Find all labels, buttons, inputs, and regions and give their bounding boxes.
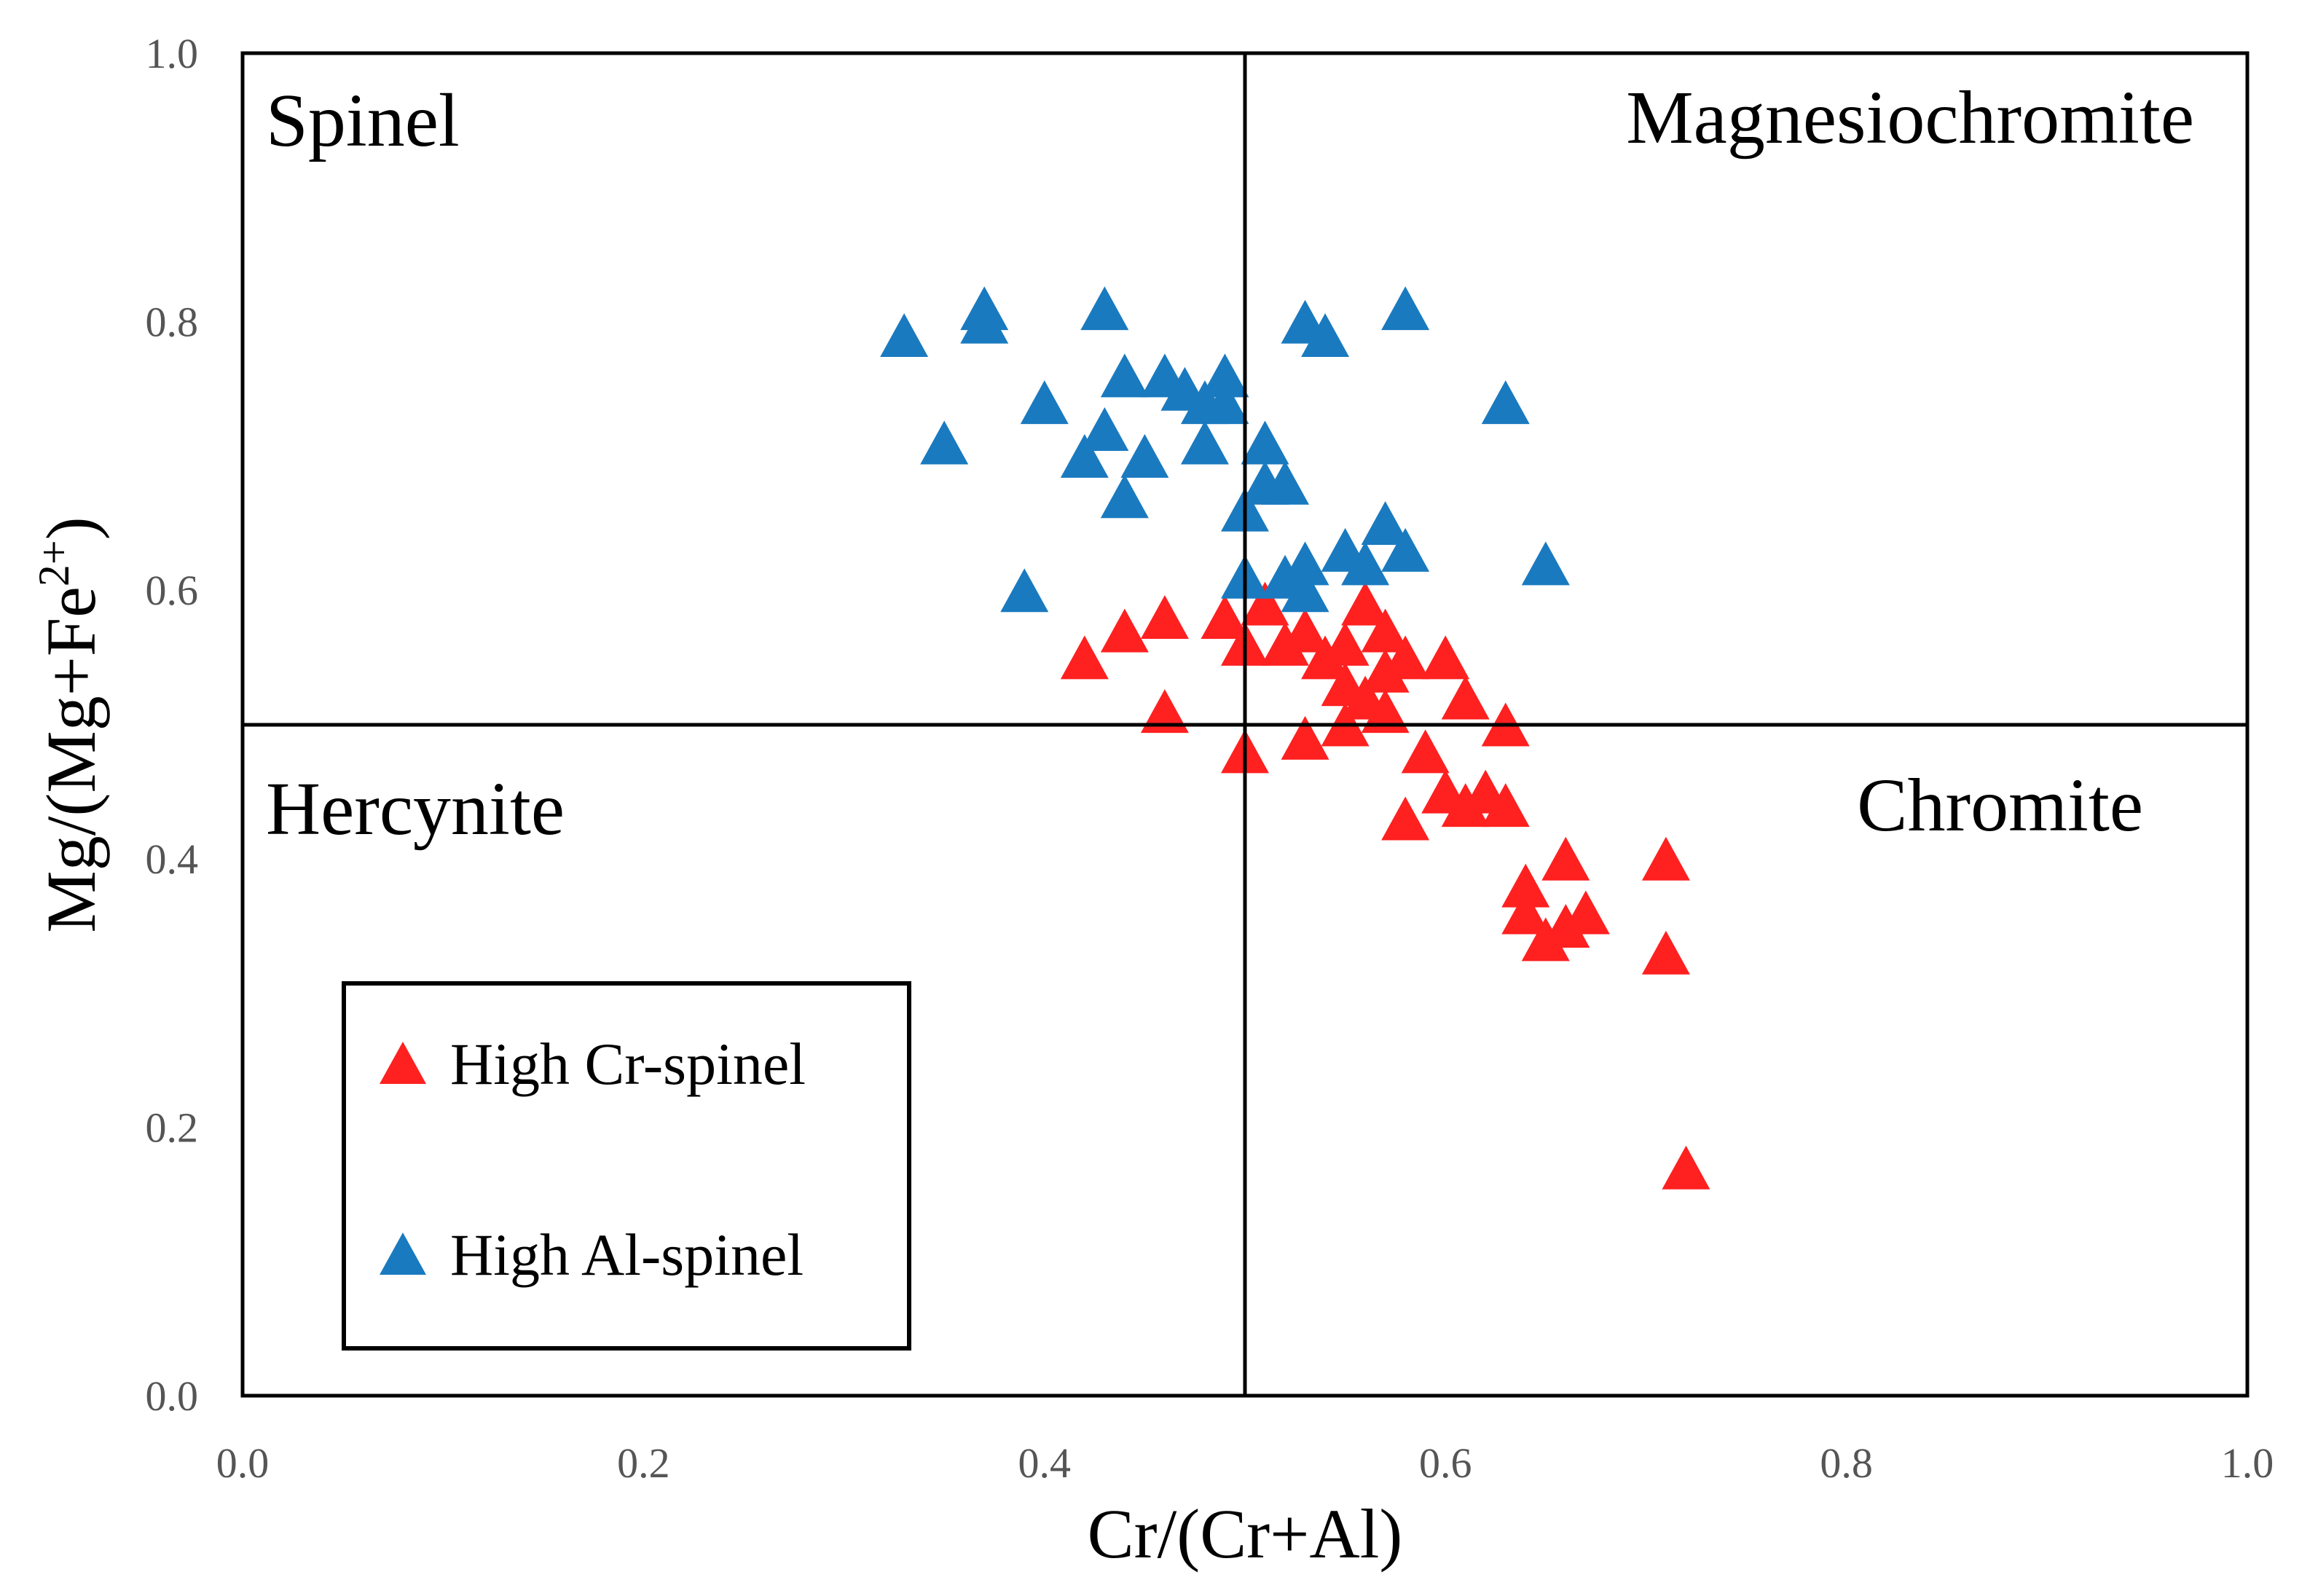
high-cr-spinel-point: [1060, 635, 1109, 680]
x-tick-label: 0.8: [1820, 1439, 1873, 1487]
high-al-spinel-point: [1281, 541, 1329, 586]
high-cr-spinel-point: [1301, 635, 1350, 680]
high-cr-spinel-point: [1561, 890, 1610, 935]
high-cr-spinel-point: [1281, 608, 1329, 653]
high-cr-spinel-point: [1541, 836, 1590, 881]
x-axis-ticks: 0.0 0.2 0.4 0.6 0.8 1.0: [216, 1439, 2274, 1487]
high-cr-spinel-point: [1341, 581, 1390, 626]
high-cr-spinel-point: [1281, 715, 1329, 760]
high-al-spinel-point: [1100, 474, 1149, 519]
high-al-spinel-point: [1060, 433, 1109, 478]
high-al-spinel-point: [1000, 568, 1049, 613]
high-al-spinel-point: [1381, 527, 1430, 572]
high-cr-spinel-point: [1421, 635, 1470, 680]
high-al-spinel-point: [1481, 380, 1530, 425]
x-tick-label: 1.0: [2221, 1439, 2274, 1487]
legend-marker-high-al-spinel: [380, 1233, 426, 1275]
high-al-spinel-point: [1201, 380, 1249, 425]
region-label-hercynite: Hercynite: [266, 767, 565, 851]
y-axis-title-main: Mg/(Mg+Fe: [32, 586, 110, 933]
region-label-chromite: Chromite: [1857, 763, 2143, 847]
x-tick-label: 0.6: [1419, 1439, 1472, 1487]
high-cr-spinel-point: [1641, 836, 1690, 881]
y-axis-title-superscript: 2+: [30, 540, 78, 586]
high-cr-spinel-point: [1641, 930, 1690, 975]
y-tick-label: 0.6: [146, 567, 199, 614]
high-al-spinel-point: [1261, 460, 1310, 505]
y-axis-title: Mg/(Mg+Fe2+): [30, 516, 110, 932]
legend-label-high-al-spinel: High Al-spinel: [450, 1222, 804, 1288]
high-cr-spinel-point: [1241, 581, 1289, 626]
high-al-spinel-point: [1521, 541, 1570, 586]
y-tick-label: 0.0: [146, 1372, 199, 1420]
y-tick-label: 0.2: [146, 1104, 199, 1151]
high-cr-spinel-point: [1501, 863, 1550, 908]
high-al-spinel-point: [960, 286, 1009, 331]
high-al-spinel-point: [1341, 541, 1390, 586]
high-cr-spinel-point: [1481, 783, 1530, 828]
high-cr-spinel-point: [1662, 1145, 1710, 1190]
high-al-spinel-point: [1080, 286, 1129, 331]
high-cr-spinel-point: [1361, 608, 1410, 653]
x-tick-label: 0.4: [1018, 1439, 1072, 1487]
y-tick-label: 1.0: [146, 30, 199, 77]
high-cr-spinel-point: [1321, 621, 1370, 666]
y-axis-title-close: ): [32, 516, 110, 540]
x-axis-title: Cr/(Cr+Al): [1088, 1495, 1403, 1573]
high-cr-spinel-point: [1361, 689, 1410, 734]
high-al-spinel-point: [1281, 568, 1329, 613]
high-al-spinel-point: [920, 420, 969, 465]
high-cr-spinel-point: [1261, 621, 1310, 666]
high-al-spinel-point: [1301, 313, 1350, 358]
high-cr-spinel-point: [1100, 608, 1149, 653]
high-al-spinel-point: [1100, 353, 1149, 398]
high-cr-spinel-point: [1381, 796, 1430, 841]
high-al-spinel-point: [1361, 501, 1410, 546]
high-cr-spinel-point: [1140, 689, 1189, 734]
y-tick-label: 0.8: [146, 299, 199, 346]
high-al-spinel-point: [1120, 433, 1169, 478]
x-tick-label: 0.2: [617, 1439, 670, 1487]
high-cr-spinel-point: [1140, 595, 1189, 640]
y-tick-label: 0.4: [146, 836, 199, 883]
region-label-spinel: Spinel: [266, 79, 460, 162]
high-cr-spinel-point: [1381, 635, 1430, 680]
high-cr-spinel-point: [1201, 595, 1249, 640]
high-al-spinel-point: [1180, 420, 1229, 465]
high-cr-spinel-point: [1401, 729, 1450, 774]
high-al-spinel-point: [1201, 353, 1249, 398]
region-label-magnesiochromite: Magnesiochromite: [1626, 76, 2194, 160]
high-al-spinel-point: [1020, 380, 1069, 425]
x-tick-label: 0.0: [216, 1439, 270, 1487]
high-al-spinel-point: [1381, 286, 1430, 331]
legend-box: [342, 981, 911, 1351]
high-cr-spinel-point: [1441, 783, 1490, 828]
high-cr-spinel-point: [1361, 648, 1410, 693]
y-axis-ticks: 0.0 0.2 0.4 0.6 0.8 1.0: [146, 30, 199, 1420]
high-al-spinel-point: [880, 313, 929, 358]
high-cr-spinel-point: [1541, 903, 1590, 948]
high-al-spinel-point: [1080, 407, 1129, 452]
high-cr-spinel-point: [1441, 675, 1490, 720]
high-cr-spinel-point: [1521, 917, 1570, 962]
legend-marker-high-cr-spinel: [380, 1042, 426, 1084]
legend-label-high-cr-spinel: High Cr-spinel: [450, 1031, 806, 1097]
legend: High Cr-spinel High Al-spinel: [342, 981, 911, 1351]
high-al-spinel-point: [1241, 420, 1289, 465]
high-cr-spinel-point: [1501, 890, 1550, 935]
